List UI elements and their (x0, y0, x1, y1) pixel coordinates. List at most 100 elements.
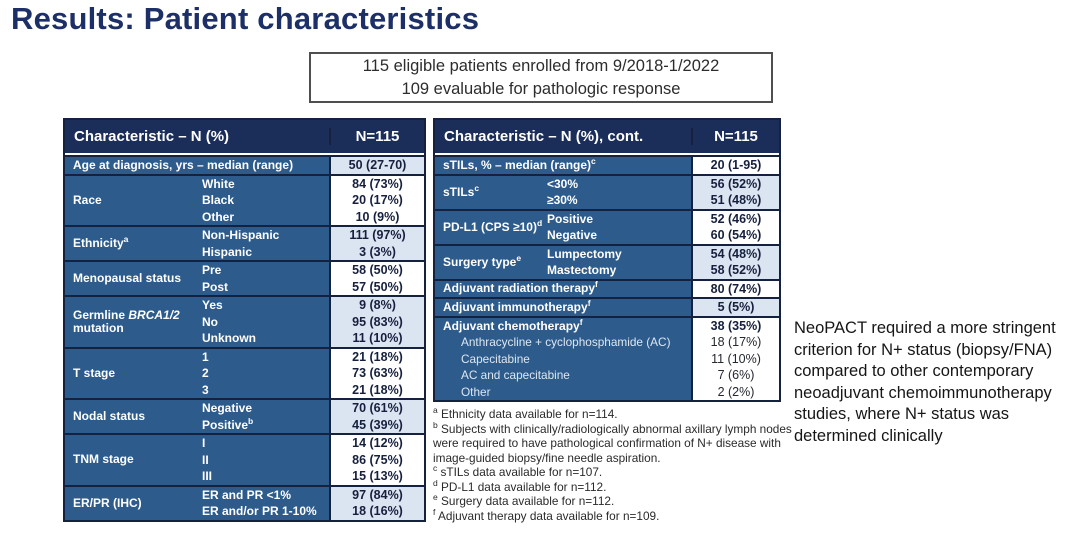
cell-sublabel: Negative (547, 228, 598, 242)
cell-sublabel: I (202, 436, 206, 450)
table-group-er-pr-ihc: ER/PR (IHC) ER and PR <1% ER and/or PR 1… (65, 484, 424, 520)
table-group-tnm-stage: TNM stage I II III 14 (12%) 86 (75%) 15 … (65, 433, 424, 485)
cell-value: 45 (39%) (352, 417, 403, 432)
table-group-age: Age at diagnosis, yrs – median (range) 5… (65, 157, 424, 174)
table-group-pdl1: PD-L1 (CPS ≥10)d Positive Negative 52 (4… (435, 208, 779, 244)
footnote-b: b Subjects with clinically/radiologicall… (433, 419, 792, 465)
enrollment-line-1: 115 eligible patients enrolled from 9/20… (362, 56, 720, 75)
cell-label: sTILs, % – median (range)c (443, 155, 596, 172)
cell-value: 18 (16%) (352, 504, 403, 518)
cell-value: 73 (63%) (352, 366, 403, 380)
cell-value: 10 (9%) (355, 209, 400, 224)
cell-value: 38 (35%) (710, 318, 762, 333)
cell-sublabel: III (202, 469, 213, 483)
cell-sublabel: 3 (202, 382, 209, 397)
cell-label: TNM stage (73, 452, 134, 467)
table-group-t-stage: T stage 1 2 3 21 (18%) 73 (63%) 21 (18%) (65, 346, 424, 398)
cell-sublabel: 1 (202, 349, 209, 364)
cell-sublabel: No (202, 314, 218, 329)
footnote-c: c sTILs data available for n=107. (433, 463, 603, 479)
cell-sublabel: Yes (202, 298, 223, 312)
table-group-race: Race White Black Other 84 (73%) 20 (17%)… (65, 173, 424, 225)
cell-value: 80 (74%) (710, 281, 762, 296)
cell-value: 50 (27-70) (348, 158, 407, 172)
table-group-stils-median: sTILs, % – median (range)c 20 (1-95) (435, 157, 779, 174)
cell-sublabel: Anthracycline + cyclophosphamide (AC) (461, 335, 671, 349)
footnote-f: f Adjuvant therapy data available for n=… (433, 506, 660, 523)
cell-label: Germline BRCA1/2 mutation (73, 307, 180, 335)
cell-sublabel: 2 (202, 366, 209, 380)
cell-value: 51 (48%) (710, 193, 762, 207)
cell-label: Ethnicitya (73, 234, 129, 250)
cell-value: 70 (61%) (352, 401, 403, 415)
header-n: N=115 (691, 128, 779, 145)
cell-value: 11 (10%) (352, 331, 403, 345)
cell-label: Surgery typee (443, 252, 522, 269)
cell-sublabel: ≥30% (547, 193, 578, 207)
cell-value: 86 (75%) (352, 452, 403, 467)
enrollment-summary-box: 115 eligible patients enrolled from 9/20… (309, 52, 773, 103)
table-group-nodal-status: Nodal status Negative Positiveb 70 (61%)… (65, 398, 424, 433)
table-group-ethnicity: Ethnicitya Non-Hispanic Hispanic 111 (97… (65, 225, 424, 260)
cell-sublabel: Hispanic (202, 244, 253, 259)
patient-characteristics-table-right: Characteristic – N (%), cont. N=115 sTIL… (433, 118, 781, 402)
cell-label: Age at diagnosis, yrs – median (range) (73, 157, 294, 172)
cell-value: 56 (52%) (710, 176, 762, 191)
cell-value: 21 (18%) (352, 382, 403, 397)
cell-sublabel: Capecitabine (461, 351, 530, 366)
cell-value: 95 (83%) (352, 314, 403, 329)
cell-sublabel: Negative (202, 401, 253, 415)
cell-sublabel: Black (202, 193, 235, 207)
cell-value: 14 (12%) (352, 436, 403, 450)
table-body: Age at diagnosis, yrs – median (range) 5… (65, 155, 424, 520)
cell-value: 5 (5%) (717, 300, 755, 314)
cell-sublabel: Non-Hispanic (202, 228, 280, 242)
cell-label: sTILsc (443, 182, 480, 199)
cell-value: 97 (84%) (352, 487, 403, 502)
cell-value: 21 (18%) (352, 349, 403, 364)
cell-value: 52 (46%) (710, 211, 762, 226)
cell-sublabel: White (202, 176, 235, 191)
cell-sublabel: Other (461, 384, 491, 399)
patient-characteristics-table-left: Characteristic – N (%) N=115 Age at diag… (63, 118, 426, 522)
table-group-adjuvant-radiation: Adjuvant radiation therapyf 80 (74%) (435, 278, 779, 297)
table-body: sTILs, % – median (range)c 20 (1-95) sTI… (435, 155, 779, 400)
cell-sublabel: ER and/or PR 1-10% (202, 504, 317, 518)
cell-sublabel: Unknown (202, 331, 256, 345)
table-group-stils-category: sTILsc <30% ≥30% 56 (52%) 51 (48%) (435, 173, 779, 209)
footnote-e: e Surgery data available for n=112. (433, 492, 615, 508)
cell-value: 20 (17%) (352, 193, 403, 207)
header-n: N=115 (329, 128, 424, 145)
cell-sublabel: Mastectomy (547, 263, 617, 277)
header-divider (435, 153, 779, 155)
cell-label: Adjuvant radiation therapyf (443, 279, 598, 296)
cell-value: 57 (50%) (352, 279, 403, 294)
cell-sublabel: II (202, 452, 209, 467)
cell-value: 11 (10%) (711, 351, 761, 366)
cell-value: 58 (52%) (710, 263, 762, 277)
table-header: Characteristic – N (%) N=115 (65, 120, 424, 153)
table-group-menopausal-status: Menopausal status Pre Post 58 (50%) 57 (… (65, 260, 424, 295)
cell-sublabel: Pre (202, 263, 222, 277)
cell-sublabel: Lumpectomy (547, 246, 622, 261)
cell-label: Adjuvant chemotherapyf (443, 316, 583, 333)
table-header: Characteristic – N (%), cont. N=115 (435, 120, 779, 153)
cell-value: 7 (6%) (717, 368, 755, 382)
cell-value: 84 (73%) (352, 176, 403, 191)
side-note: NeoPACT required a more stringent criter… (794, 319, 1056, 445)
cell-value: 3 (3%) (359, 244, 396, 259)
cell-sublabel: Other (202, 209, 235, 224)
cell-sublabel: Positiveb (202, 415, 254, 432)
cell-sublabel: ER and PR <1% (202, 487, 292, 502)
cell-value: 111 (97%) (349, 228, 406, 242)
cell-value: 20 (1-95) (710, 158, 762, 172)
cell-label: T stage (73, 365, 116, 380)
cell-sublabel: <30% (547, 176, 579, 191)
page-title: Results: Patient characteristics (11, 1, 480, 36)
cell-value: 18 (17%) (710, 335, 762, 349)
cell-label: Adjuvant immunotherapyf (443, 297, 591, 314)
cell-label: Nodal status (73, 409, 146, 423)
cell-value: 15 (13%) (352, 469, 403, 483)
header-characteristic: Characteristic – N (%) (74, 128, 230, 145)
